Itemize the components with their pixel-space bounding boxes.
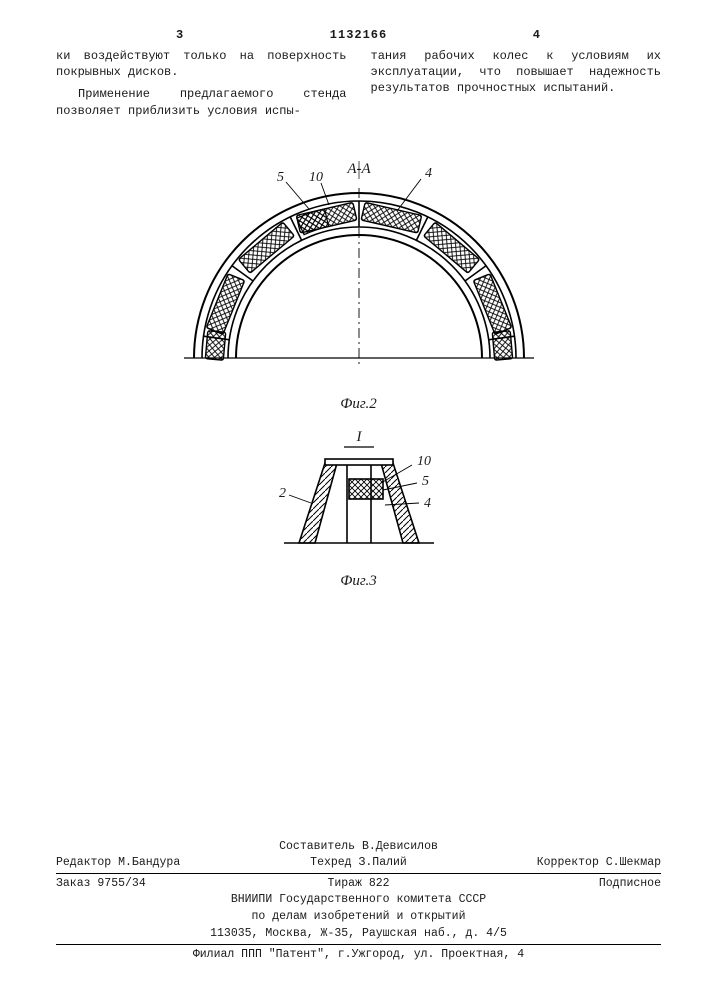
figure-2: А-А [56, 153, 661, 413]
page-col-left: 3 [176, 28, 184, 42]
fig3-caption: Фиг.3 [56, 573, 661, 590]
podpisnoe: Подписное [599, 876, 661, 893]
left-column: ки воздействуют только на поверхность по… [56, 48, 347, 125]
footer-rule-1 [56, 873, 661, 874]
figure-3: I [56, 425, 661, 590]
left-col-p1: ки воздействуют только на поверхность по… [56, 48, 347, 80]
footer-rule-2 [56, 944, 661, 945]
colophon: Составитель В.Девисилов Редактор М.Банду… [56, 839, 661, 964]
address-1: 113035, Москва, Ж-35, Раушская наб., д. … [56, 926, 661, 943]
text-columns: ки воздействуют только на поверхность по… [56, 48, 661, 125]
right-col-p1: тания рабочих колес к условиям их эксплу… [371, 48, 662, 97]
fig3-label-5: 5 [422, 474, 429, 489]
page-col-right: 4 [533, 28, 541, 42]
fig3-label-4: 4 [424, 496, 431, 511]
corr-label: Корректор [537, 856, 599, 869]
tech-label: Техред [310, 856, 351, 869]
editor-label: Редактор [56, 856, 111, 869]
compiler-name: В.Девисилов [362, 840, 438, 853]
left-col-p2: Применение предлагаемого стенда позволяе… [56, 86, 347, 118]
fig2-label-10: 10 [309, 170, 323, 185]
fig3-label-10: 10 [417, 454, 431, 469]
fig2-caption: Фиг.2 [56, 396, 661, 413]
fig2-label-4: 4 [425, 166, 432, 181]
editor-name: М.Бандура [118, 856, 180, 869]
address-2: Филиал ППП "Патент", г.Ужгород, ул. Прое… [56, 947, 661, 964]
order-number: Заказ 9755/34 [56, 876, 146, 893]
fig3-section-label: I [355, 429, 362, 445]
tech-name: З.Палий [359, 856, 407, 869]
right-column: тания рабочих колес к условиям их эксплу… [371, 48, 662, 125]
tirazh: Тираж 822 [327, 876, 389, 893]
fig3-label-2: 2 [279, 486, 286, 501]
corr-name: С.Шекмар [606, 856, 661, 869]
vniipih-line2: по делам изобретений и открытий [56, 909, 661, 926]
document-number: 1132166 [330, 28, 387, 42]
vniipih-line1: ВНИИПИ Государственного комитета СССР [56, 892, 661, 909]
fig2-label-5: 5 [277, 170, 284, 185]
compiler-label: Составитель [279, 840, 355, 853]
header-numbers: 3 1132166 4 [56, 28, 661, 46]
